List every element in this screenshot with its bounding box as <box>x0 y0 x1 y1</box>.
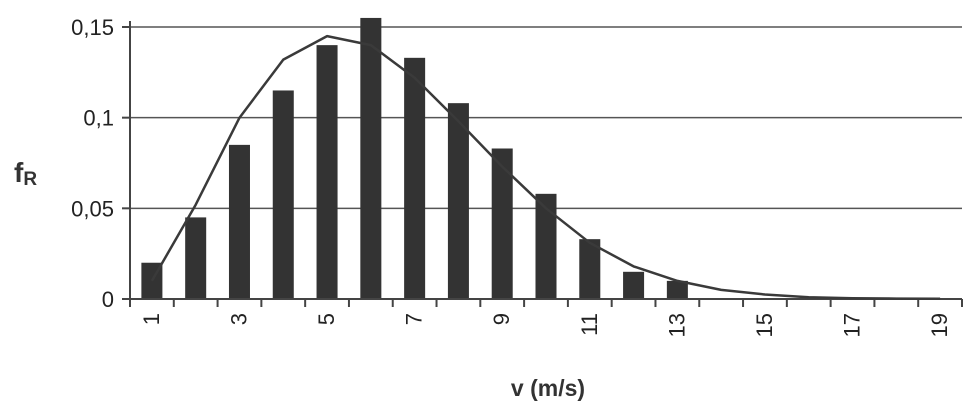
y-axis-title: fR <box>14 157 37 190</box>
x-tick-label: 11 <box>577 313 602 336</box>
x-tick-label: 13 <box>664 313 689 337</box>
fit-curve <box>150 34 941 301</box>
x-tick-label: 5 <box>314 313 339 325</box>
fit-curve-layer <box>150 34 941 301</box>
bar <box>666 280 688 299</box>
bar <box>228 144 250 299</box>
bar <box>404 57 426 300</box>
bar <box>447 103 469 299</box>
bar <box>623 271 645 299</box>
x-tick-label: 1 <box>139 313 164 325</box>
x-tick-label: 17 <box>840 313 865 337</box>
x-tick-label: 19 <box>927 313 952 337</box>
bar <box>491 148 513 299</box>
y-axis-title-sub: R <box>23 169 37 190</box>
x-tick-label: 7 <box>402 313 427 325</box>
y-tick-label: 0,05 <box>71 196 114 221</box>
y-tick-label: 0,15 <box>71 15 114 40</box>
bar <box>316 45 338 300</box>
x-tick-label: 15 <box>752 313 777 337</box>
x-tick-label: 9 <box>489 313 514 325</box>
bar <box>272 90 294 299</box>
bars <box>141 17 688 300</box>
y-tick-label: 0 <box>102 287 114 312</box>
bar <box>535 193 557 299</box>
y-tick-label: 0,1 <box>83 106 114 131</box>
tick-labels: 00,050,10,151 3 5 7 9 11 13 15 17 19 <box>71 15 952 337</box>
bar <box>360 17 382 300</box>
axes <box>122 21 963 307</box>
x-axis-title: v (m/s) <box>511 375 585 401</box>
gridlines <box>130 26 962 210</box>
bar <box>185 217 207 299</box>
bar <box>579 239 601 299</box>
y-axis-title-main: f <box>14 157 24 188</box>
x-tick-label: 3 <box>226 313 251 325</box>
